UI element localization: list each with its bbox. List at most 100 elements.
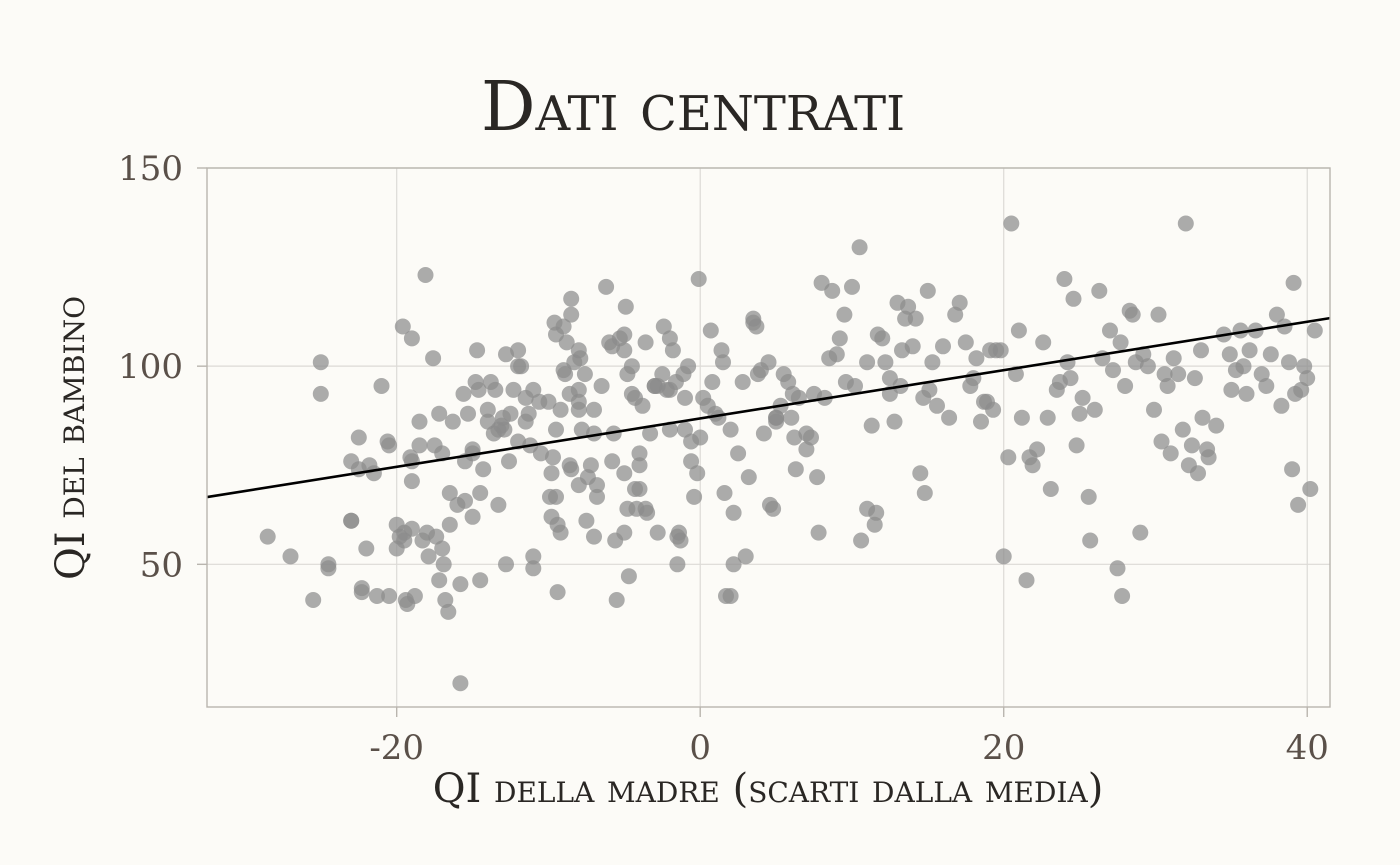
data-point (403, 453, 420, 470)
data-point (552, 401, 569, 418)
data-point (637, 334, 654, 351)
data-point (863, 417, 880, 434)
data-point (1174, 421, 1191, 438)
data-point (543, 465, 560, 482)
y-axis-label: QI del bambino (48, 296, 94, 580)
data-point (639, 504, 656, 521)
data-point (1150, 306, 1167, 323)
data-point (985, 401, 1002, 418)
data-point (452, 576, 469, 593)
data-point (589, 477, 605, 494)
data-point (1268, 306, 1285, 323)
data-point (501, 453, 517, 470)
data-point (786, 429, 803, 446)
data-point (859, 354, 876, 371)
data-point (353, 584, 370, 601)
data-point (968, 350, 985, 367)
x-tick-labels: -20 0 20 40 (369, 728, 1329, 768)
data-point (1238, 385, 1255, 402)
data-point (916, 485, 933, 501)
data-point (992, 342, 1009, 359)
data-point (677, 389, 693, 406)
data-point (435, 556, 452, 573)
data-point (1208, 417, 1225, 434)
data-point (548, 488, 564, 505)
data-point (496, 421, 513, 438)
y-tick-label: 150 (118, 149, 183, 189)
data-point (692, 429, 709, 446)
data-point (689, 465, 706, 482)
data-point (441, 516, 458, 533)
data-point (1062, 370, 1079, 387)
data-point (725, 556, 742, 573)
data-point (1000, 449, 1017, 466)
data-point (809, 469, 826, 486)
data-point (730, 445, 747, 462)
data-point (403, 520, 420, 537)
y-tick-labels: 50 100 150 (118, 149, 183, 585)
data-point (472, 572, 489, 589)
data-point (1109, 560, 1126, 577)
data-point (1165, 350, 1182, 367)
data-point (343, 512, 360, 529)
data-point (1059, 354, 1076, 371)
data-point (604, 453, 621, 470)
data-point (440, 603, 457, 620)
data-point (572, 350, 589, 367)
data-point (1186, 370, 1203, 387)
data-point (586, 528, 602, 545)
data-point (722, 588, 739, 604)
data-point (1183, 437, 1200, 454)
data-point (1102, 322, 1118, 339)
data-point (686, 488, 703, 505)
data-point (1306, 322, 1323, 339)
data-point (853, 532, 870, 549)
data-point (1177, 215, 1194, 232)
data-point (1114, 588, 1131, 604)
data-point (498, 556, 514, 573)
data-point (702, 322, 719, 339)
data-point (924, 354, 941, 371)
data-point (661, 421, 678, 438)
data-point (434, 540, 451, 557)
data-point (1262, 346, 1279, 363)
data-point (765, 500, 782, 517)
data-point (965, 370, 982, 387)
data-point (1117, 378, 1134, 394)
data-point (593, 378, 610, 394)
data-point (490, 496, 507, 513)
data-point (1112, 334, 1129, 351)
data-point (434, 445, 451, 462)
data-point (525, 560, 542, 577)
data-point (616, 465, 633, 482)
data-point (631, 445, 648, 462)
data-point (549, 584, 566, 601)
x-tick-label: 0 (689, 728, 711, 768)
data-point (900, 298, 917, 315)
data-point (479, 401, 496, 418)
data-point (1024, 457, 1041, 474)
data-point (713, 342, 730, 359)
data-point (1080, 488, 1097, 505)
data-point (320, 560, 337, 577)
x-tick-label: -20 (369, 728, 424, 768)
data-point (760, 354, 777, 371)
data-point (358, 540, 375, 557)
data-point (616, 326, 633, 343)
data-point (425, 350, 442, 367)
data-point (406, 588, 423, 604)
data-point (552, 524, 569, 541)
data-point (787, 461, 804, 478)
data-point (312, 385, 329, 402)
data-point (616, 524, 633, 541)
data-point (1039, 409, 1056, 426)
data-point (411, 413, 428, 430)
data-point (1221, 346, 1238, 363)
data-point (1170, 366, 1187, 383)
data-point (444, 413, 461, 430)
data-point (1056, 271, 1073, 287)
data-point (783, 409, 800, 426)
data-point (722, 421, 739, 438)
data-point (748, 318, 765, 335)
x-tick-label: 40 (1286, 728, 1329, 768)
